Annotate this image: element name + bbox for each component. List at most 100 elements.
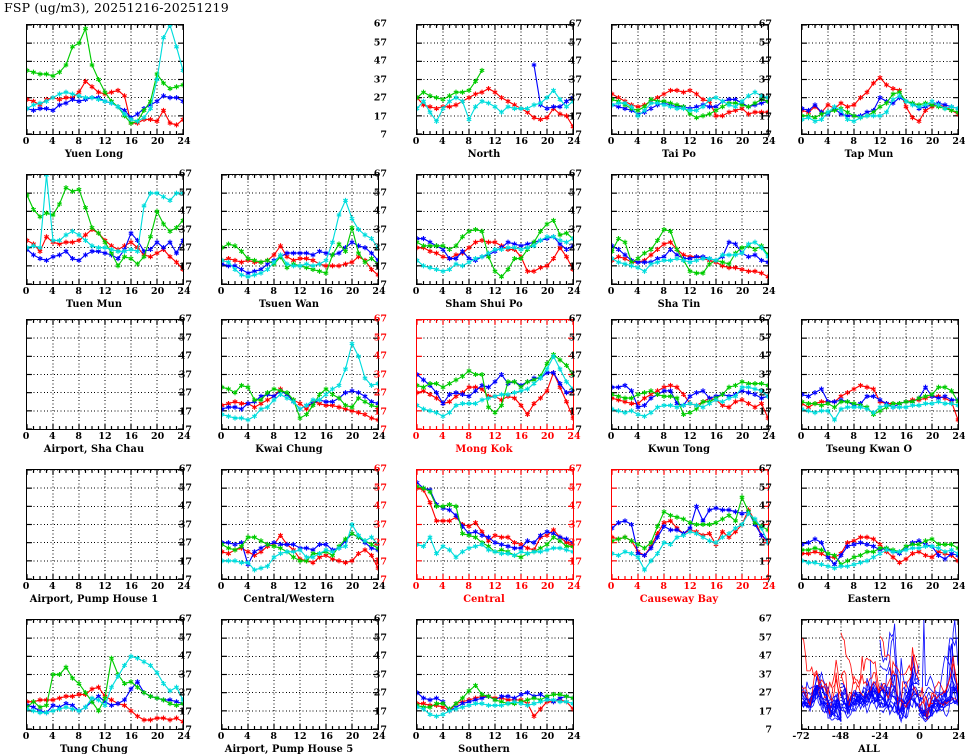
x-tick-label: 8 bbox=[270, 731, 277, 742]
plot-area bbox=[221, 619, 379, 730]
panel-tseung-kwan-o: 7 17 27 37 47 57 67 0 4 8 12 16 20 24 Tseung Kwan O bbox=[759, 305, 965, 455]
panel-causeway-bay: 7 17 27 37 47 57 67 0 4 8 12 16 20 24 Causeway Bay bbox=[569, 455, 776, 605]
y-tick-label: 7 bbox=[575, 574, 582, 586]
y-tick-label: 67 bbox=[568, 168, 582, 180]
y-tick-label: 47 bbox=[373, 350, 387, 362]
panel-tap-mun: 7 17 27 37 47 57 67 0 4 8 12 16 20 24 Tap Mun bbox=[759, 10, 965, 160]
x-tick-label: 20 bbox=[151, 286, 165, 297]
y-tick-label: 57 bbox=[758, 36, 772, 48]
panel-airport-pump-house-5: 7 17 27 37 47 57 67 0 4 8 12 16 20 24 Airport, Pump Ho… bbox=[179, 605, 386, 755]
y-tick-label: 37 bbox=[373, 73, 387, 85]
x-tick-label: 4 bbox=[49, 731, 56, 742]
plot-area bbox=[221, 319, 379, 430]
y-tick-label: 7 bbox=[380, 424, 387, 436]
x-tick-label: 24 bbox=[177, 286, 191, 297]
plot-area bbox=[611, 174, 769, 285]
x-tick-label: 8 bbox=[660, 136, 667, 147]
x-tick-label: 16 bbox=[319, 581, 333, 592]
panel-label: Kwai Chung bbox=[255, 444, 323, 455]
y-tick-label: 47 bbox=[758, 55, 772, 67]
y-tick-label: 7 bbox=[185, 724, 192, 736]
plot-area bbox=[611, 24, 769, 135]
x-tick-label: 16 bbox=[124, 286, 138, 297]
x-tick-label: 12 bbox=[488, 731, 502, 742]
y-tick-label: 47 bbox=[568, 205, 582, 217]
x-tick-label: 20 bbox=[151, 581, 165, 592]
y-tick-label: 27 bbox=[373, 387, 387, 399]
x-tick-label: 4 bbox=[439, 286, 446, 297]
x-tick-label: 8 bbox=[465, 136, 472, 147]
y-tick-label: 7 bbox=[575, 279, 582, 291]
y-tick-label: 7 bbox=[380, 129, 387, 141]
y-tick-label: 7 bbox=[765, 129, 772, 141]
panel-airport-pump-house-1: 7 17 27 37 47 57 67 0 4 8 12 16 20 24 Airport, Pump Ho… bbox=[0, 455, 191, 605]
x-tick-label: 20 bbox=[346, 431, 360, 442]
x-tick-label: 4 bbox=[244, 581, 251, 592]
x-tick-label: 0 bbox=[412, 286, 420, 297]
plot-area bbox=[416, 469, 574, 580]
x-tick-label: 0 bbox=[412, 136, 420, 147]
x-tick-label: 0 bbox=[22, 731, 30, 742]
x-tick-label: 16 bbox=[319, 286, 333, 297]
x-tick-label: 20 bbox=[541, 136, 555, 147]
x-tick-label: 12 bbox=[488, 286, 502, 297]
x-tick-label: 24 bbox=[567, 431, 581, 442]
y-tick-label: 57 bbox=[568, 36, 582, 48]
plot-area bbox=[26, 319, 184, 430]
plot-area bbox=[801, 619, 959, 730]
x-tick-label: 12 bbox=[873, 431, 887, 442]
x-tick-label: 8 bbox=[465, 731, 472, 742]
y-tick-label: 47 bbox=[758, 350, 772, 362]
y-tick-label: 67 bbox=[758, 613, 772, 625]
plot-area bbox=[801, 24, 959, 135]
x-tick-label: 8 bbox=[465, 431, 472, 442]
y-tick-label: 57 bbox=[373, 331, 387, 343]
x-tick-label: 20 bbox=[151, 731, 165, 742]
y-tick-label: 67 bbox=[373, 613, 387, 625]
y-tick-label: 17 bbox=[373, 110, 387, 122]
y-tick-label: 17 bbox=[568, 555, 582, 567]
x-tick-label: 8 bbox=[660, 286, 667, 297]
x-tick-label: 0 bbox=[607, 431, 615, 442]
x-tick-label: 24 bbox=[952, 431, 965, 442]
y-tick-label: 37 bbox=[758, 668, 772, 680]
y-tick-label: 47 bbox=[178, 205, 192, 217]
y-tick-label: 37 bbox=[568, 368, 582, 380]
x-tick-label: 16 bbox=[319, 731, 333, 742]
x-tick-label: 24 bbox=[762, 581, 776, 592]
panel-kwai-chung: 7 17 27 37 47 57 67 0 4 8 12 16 20 24 Kwai Chung bbox=[179, 305, 386, 455]
x-tick-label: 8 bbox=[75, 286, 82, 297]
y-tick-label: 17 bbox=[373, 705, 387, 717]
y-tick-label: 7 bbox=[575, 424, 582, 436]
x-tick-label: 4 bbox=[439, 581, 446, 592]
x-tick-label: 16 bbox=[899, 136, 913, 147]
y-tick-label: 17 bbox=[568, 405, 582, 417]
x-tick-label: 24 bbox=[372, 431, 386, 442]
y-tick-label: 17 bbox=[373, 260, 387, 272]
y-tick-label: 17 bbox=[373, 405, 387, 417]
y-tick-label: 67 bbox=[178, 463, 192, 475]
x-tick-label: 0 bbox=[217, 431, 225, 442]
x-tick-label: 8 bbox=[270, 431, 277, 442]
x-tick-label: 16 bbox=[514, 731, 528, 742]
y-tick-label: 67 bbox=[373, 18, 387, 30]
panel-all: 7 17 27 37 47 57 67 -72 -48 -24 0 24 ALL bbox=[759, 605, 965, 755]
plot-area bbox=[611, 469, 769, 580]
y-tick-label: 27 bbox=[373, 242, 387, 254]
x-tick-label: 16 bbox=[319, 431, 333, 442]
x-tick-label: 8 bbox=[850, 136, 857, 147]
x-tick-label: 4 bbox=[244, 731, 251, 742]
x-tick-label: 12 bbox=[488, 581, 502, 592]
x-tick-label: 12 bbox=[98, 286, 112, 297]
x-tick-label: 0 bbox=[217, 581, 225, 592]
x-tick-label: 8 bbox=[270, 581, 277, 592]
x-tick-label: 4 bbox=[49, 581, 56, 592]
x-tick-label: 24 bbox=[177, 731, 191, 742]
y-tick-label: 7 bbox=[380, 574, 387, 586]
panel-southern: 7 17 27 37 47 57 67 0 4 8 12 16 20 24 Southern bbox=[374, 605, 581, 755]
x-tick-label: 16 bbox=[899, 431, 913, 442]
x-tick-label: 12 bbox=[873, 136, 887, 147]
y-tick-label: 37 bbox=[758, 368, 772, 380]
x-tick-label: 12 bbox=[488, 431, 502, 442]
x-tick-label: 12 bbox=[293, 731, 307, 742]
